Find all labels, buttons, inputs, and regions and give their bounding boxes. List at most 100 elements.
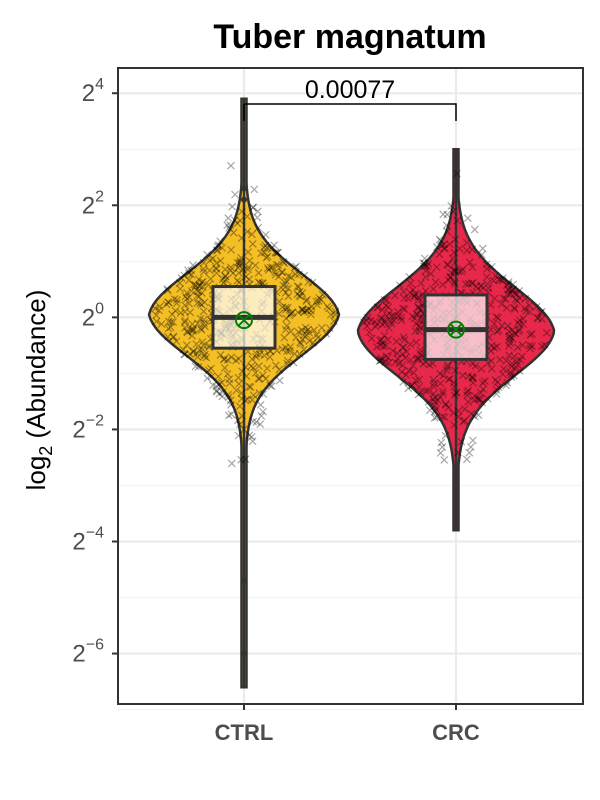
data-point — [507, 373, 516, 382]
data-point — [494, 326, 503, 334]
data-point — [273, 248, 282, 257]
data-point — [223, 221, 232, 230]
data-point — [212, 259, 221, 268]
data-point — [399, 378, 408, 387]
data-point — [420, 254, 429, 263]
data-point — [202, 353, 211, 362]
data-point — [271, 361, 280, 370]
data-point — [421, 266, 430, 275]
data-point — [416, 317, 425, 325]
data-point — [451, 267, 460, 276]
data-point — [450, 266, 459, 275]
data-point — [199, 268, 208, 276]
data-point — [404, 294, 412, 303]
data-point — [172, 337, 181, 346]
data-point — [391, 358, 400, 367]
data-point — [525, 301, 534, 310]
data-point — [266, 381, 275, 390]
data-point — [237, 253, 246, 262]
data-point — [367, 334, 376, 343]
data-point — [399, 304, 407, 313]
data-point — [155, 302, 164, 311]
data-point — [502, 356, 511, 365]
data-point — [194, 275, 203, 284]
data-point — [247, 230, 256, 239]
data-point — [207, 364, 215, 373]
data-point — [221, 272, 230, 281]
data-point — [267, 245, 276, 253]
data-point — [470, 225, 479, 234]
data-point — [476, 286, 485, 295]
data-point — [229, 228, 238, 237]
data-point — [505, 335, 514, 344]
data-point — [509, 285, 518, 294]
data-point — [483, 264, 492, 273]
data-point — [398, 361, 407, 369]
data-point — [454, 448, 462, 457]
data-point — [465, 258, 474, 267]
data-point — [286, 342, 295, 351]
data-point — [243, 395, 252, 404]
data-point — [253, 207, 262, 216]
data-point — [427, 269, 435, 278]
data-point — [421, 287, 430, 295]
data-point — [243, 212, 252, 221]
data-point — [460, 416, 469, 425]
data-point — [405, 272, 414, 281]
data-point — [437, 438, 446, 447]
data-point — [166, 323, 175, 332]
data-point — [504, 327, 513, 336]
data-point — [365, 328, 374, 337]
data-point — [373, 303, 382, 312]
data-point — [274, 261, 283, 270]
data-point — [265, 353, 274, 362]
data-point — [438, 443, 447, 451]
data-point — [171, 306, 180, 315]
data-point — [446, 273, 455, 282]
data-point — [193, 299, 202, 307]
data-point — [302, 330, 311, 339]
data-point — [534, 314, 542, 323]
data-point — [194, 287, 203, 296]
data-point — [176, 284, 185, 293]
data-point — [502, 381, 511, 390]
data-point — [415, 303, 424, 312]
data-point — [490, 343, 499, 352]
data-point — [287, 273, 296, 282]
data-point — [404, 366, 413, 375]
data-point — [181, 316, 190, 325]
data-point — [510, 305, 519, 314]
data-point — [468, 279, 477, 287]
data-point — [411, 289, 420, 298]
data-point — [206, 274, 215, 283]
data-point — [526, 330, 535, 339]
data-point — [193, 353, 202, 362]
data-point — [394, 312, 403, 320]
data-point — [518, 341, 527, 349]
data-point — [462, 238, 471, 247]
data-point — [193, 319, 202, 328]
data-point — [241, 455, 250, 464]
data-point — [497, 300, 506, 308]
data-point — [416, 323, 425, 332]
data-point — [408, 381, 416, 390]
data-point — [421, 261, 430, 270]
data-point — [237, 207, 246, 216]
data-point — [214, 372, 223, 381]
violin-group-ctrl — [147, 97, 341, 689]
data-point — [491, 376, 500, 384]
data-point — [392, 337, 401, 346]
data-point — [510, 329, 519, 338]
data-point — [508, 334, 517, 343]
data-point — [323, 302, 332, 311]
data-point — [246, 383, 255, 392]
data-point — [372, 342, 381, 351]
data-point — [490, 319, 499, 328]
data-point — [151, 304, 160, 313]
data-point — [382, 296, 391, 305]
data-point — [226, 263, 235, 272]
data-point — [363, 322, 371, 331]
data-point — [198, 277, 207, 286]
data-point — [528, 342, 537, 351]
